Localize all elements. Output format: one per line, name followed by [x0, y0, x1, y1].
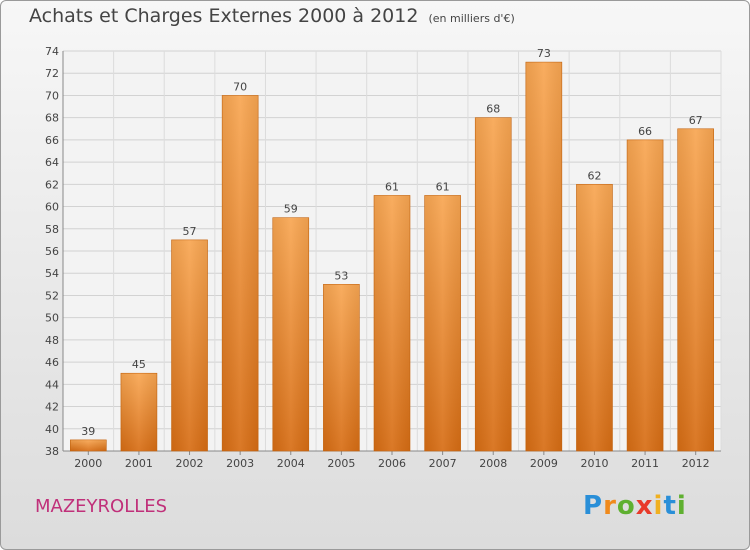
bar-shade-2001 [120, 373, 157, 451]
commune-name: MAZEYROLLES [35, 496, 168, 517]
x-tick-label-2011: 2011 [631, 457, 659, 470]
y-tick-label: 64 [45, 156, 59, 169]
x-tick-label-2006: 2006 [378, 457, 406, 470]
bar-shade-2010 [576, 184, 613, 452]
y-tick-label: 70 [45, 89, 59, 102]
logo-letter: t [663, 491, 677, 521]
bar-shade-2005 [323, 284, 360, 451]
bar-shade-2012 [677, 128, 714, 451]
bar-shade-2009 [525, 62, 562, 451]
chart-title-wrap: Achats et Charges Externes 2000 à 2012 (… [29, 5, 515, 27]
x-tick-label-2010: 2010 [580, 457, 608, 470]
logo-letter: i [676, 491, 687, 521]
y-tick-label: 56 [45, 245, 59, 258]
data-label-2000: 39 [81, 425, 95, 438]
data-label-2009: 73 [537, 47, 551, 60]
bar-shade-2004 [272, 217, 309, 451]
x-tick-label-2001: 2001 [125, 457, 153, 470]
data-label-2006: 61 [385, 180, 399, 193]
x-tick-label-2012: 2012 [682, 457, 710, 470]
bar-shade-2003 [222, 95, 259, 451]
x-tick-label-2003: 2003 [226, 457, 254, 470]
logo-letter: P [583, 491, 604, 521]
y-tick-label: 68 [45, 112, 59, 125]
data-label-2001: 45 [132, 358, 146, 371]
bar-shade-2007 [424, 195, 461, 451]
y-tick-label: 48 [45, 334, 59, 347]
data-label-2010: 62 [587, 169, 601, 182]
bar-shade-2002 [171, 239, 208, 451]
data-label-2011: 66 [638, 125, 652, 138]
y-tick-label: 72 [45, 67, 59, 80]
y-tick-label: 38 [45, 445, 59, 458]
bar-shade-2000 [70, 439, 107, 451]
proxiti-logo: Proxiti [583, 491, 687, 521]
logo-letter: r [603, 491, 617, 521]
y-tick-label: 58 [45, 223, 59, 236]
data-label-2007: 61 [436, 180, 450, 193]
y-tick-label: 46 [45, 356, 59, 369]
bar-layer [70, 61, 714, 452]
x-tick-label-2007: 2007 [429, 457, 457, 470]
data-label-2004: 59 [284, 203, 298, 216]
y-tick-label: 40 [45, 423, 59, 436]
x-tick-label-2005: 2005 [327, 457, 355, 470]
y-tick-label: 50 [45, 312, 59, 325]
y-tick-label: 60 [45, 201, 59, 214]
data-label-2005: 53 [334, 269, 348, 282]
y-tick-label: 62 [45, 178, 59, 191]
bar-shade-2008 [475, 117, 512, 452]
data-label-2008: 68 [486, 103, 500, 116]
data-label-2002: 57 [183, 225, 197, 238]
x-tick-label-2002: 2002 [176, 457, 204, 470]
data-label-2012: 67 [689, 114, 703, 127]
chart-title: Achats et Charges Externes 2000 à 2012 [29, 5, 419, 27]
x-tick-label-2009: 2009 [530, 457, 558, 470]
bar-shade-2011 [627, 139, 664, 451]
logo-letter: i [653, 491, 664, 521]
x-tick-label-2004: 2004 [277, 457, 305, 470]
logo-letter: o [616, 491, 636, 521]
x-tick-label-2000: 2000 [74, 457, 102, 470]
y-tick-label: 42 [45, 401, 59, 414]
bar-shade-2006 [374, 195, 410, 451]
logo-letter: x [635, 491, 654, 521]
y-tick-label: 66 [45, 134, 59, 147]
y-tick-label: 44 [45, 378, 59, 391]
y-tick-label: 74 [45, 45, 59, 58]
data-label-2003: 70 [233, 80, 247, 93]
y-tick-label: 52 [45, 289, 59, 302]
y-tick-label: 54 [45, 267, 59, 280]
label-layer: 39 2000 45 2001 57 2002 70 2003 59 2004 53 2005 61 20… [74, 47, 709, 470]
x-tick-label-2008: 2008 [479, 457, 507, 470]
chart-subtitle: (en milliers d'€) [428, 12, 515, 25]
